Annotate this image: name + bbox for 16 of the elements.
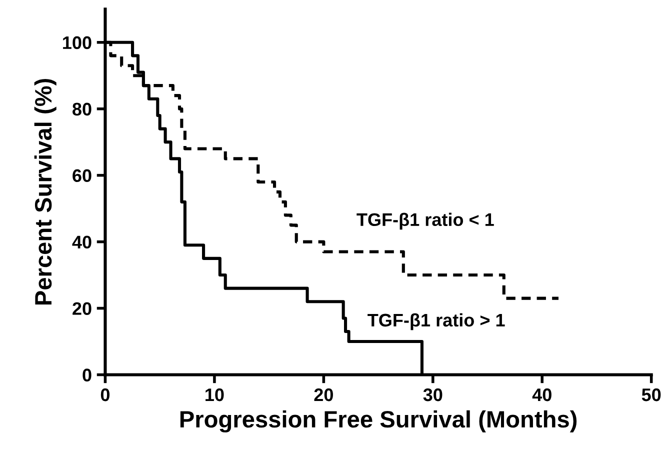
x-tick-label: 30 [423, 388, 442, 402]
series-label: TGF-β1 ratio < 1 [356, 212, 494, 230]
x-tick-label: 0 [100, 388, 110, 402]
x-tick-label: 10 [206, 388, 224, 402]
x-tick-label: 50 [642, 388, 661, 402]
y-tick-label: 60 [72, 169, 92, 182]
y-tick-label: 20 [72, 302, 92, 315]
x-axis-title: Progression Free Survival (Months) [180, 410, 577, 432]
series-label: TGF-β1 ratio > 1 [368, 313, 505, 330]
y-tick-label: 80 [72, 102, 92, 116]
y-tick-label: 100 [63, 36, 92, 50]
x-tick-label: 40 [532, 388, 552, 402]
y-axis-title: Percent Survival (%) [34, 78, 56, 305]
x-tick-label: 20 [314, 388, 333, 402]
y-tick-label: 0 [82, 368, 92, 382]
y-tick-label: 40 [72, 236, 92, 249]
